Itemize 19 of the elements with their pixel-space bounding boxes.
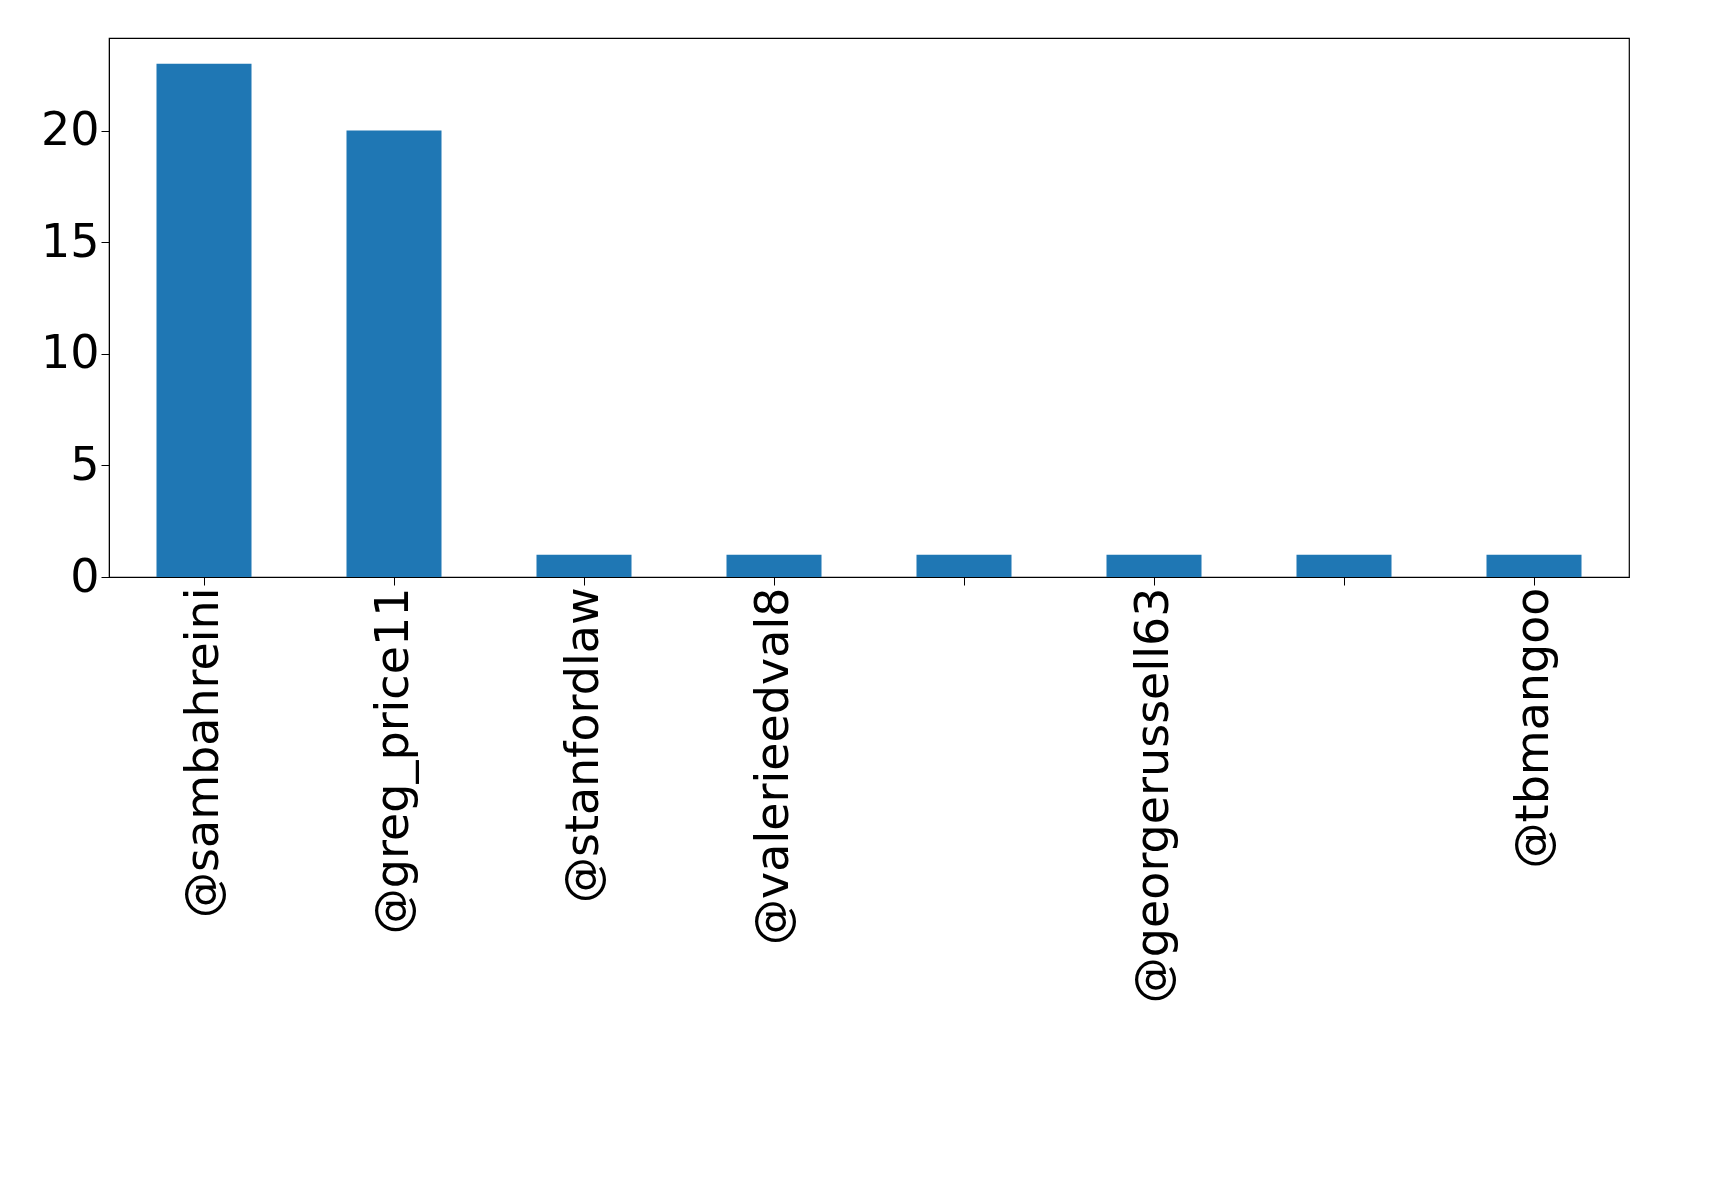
x-tick-label: @greg_price11 xyxy=(365,587,419,935)
bar xyxy=(1296,554,1392,577)
bar xyxy=(536,554,632,577)
y-tick-label: 5 xyxy=(70,436,100,491)
x-tick-label: @valerieedval8 xyxy=(745,587,799,945)
bar xyxy=(916,554,1012,577)
y-tick-label: 20 xyxy=(40,102,100,157)
y-tick-label: 10 xyxy=(40,325,100,380)
bar xyxy=(726,554,822,577)
bar xyxy=(346,130,442,577)
x-tick-label: @georgerussell63 xyxy=(1125,587,1179,1004)
y-tick-label: 15 xyxy=(40,213,100,268)
bar xyxy=(156,63,252,577)
x-tick-label: @stanfordlaw xyxy=(555,587,609,904)
x-tick-label: @tbmangoo xyxy=(1505,587,1559,869)
bar xyxy=(1486,554,1582,577)
x-tick-label: @sambahreini xyxy=(175,587,229,918)
bar xyxy=(1106,554,1202,577)
y-tick-label: 0 xyxy=(70,548,100,603)
